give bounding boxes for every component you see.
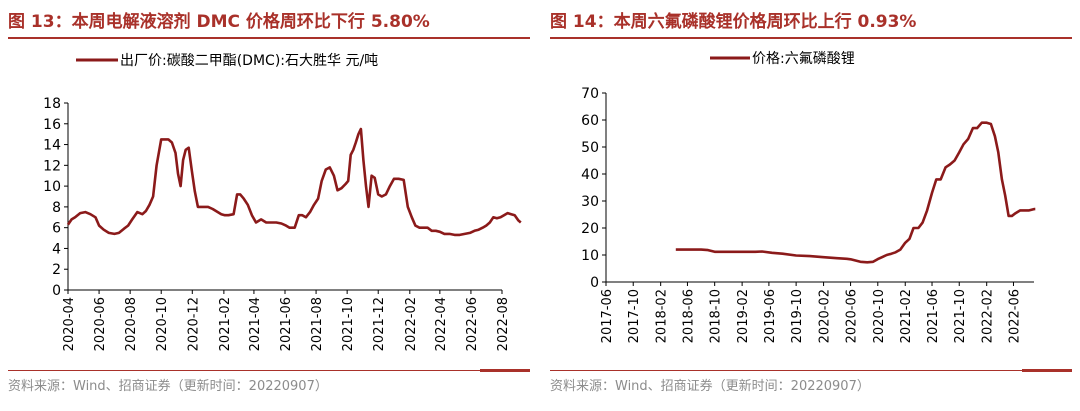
y-tick-label: 14	[43, 138, 61, 154]
panel-title: 图 14：本周六氟磷酸锂价格周环比上行 0.93%	[550, 12, 917, 32]
bottom-rule-accent	[1022, 369, 1072, 372]
x-tick-label: 2021-02	[218, 297, 233, 351]
source-note: 资料来源：Wind、招商证券（更新时间：20220907）	[8, 379, 328, 394]
x-tick-label: 2020-02	[818, 289, 833, 343]
dmc-price-chart: 出厂价:碳酸二甲酯(DMC):石大胜华 元/吨 0 2 4 6 8 10 12 14 16 18 20…	[43, 53, 522, 351]
x-tick-label: 2022-06	[465, 297, 480, 351]
y-tick-label: 60	[581, 113, 599, 129]
y-tick-label: 50	[581, 140, 599, 156]
source-note: 资料来源：Wind、招商证券（更新时间：20220907）	[550, 379, 870, 394]
lipf6-price-chart: 价格:六氟磷酸锂 0 10 20 30 40 50 60 70 2017-06 2017-10 201…	[581, 51, 1036, 343]
x-tick-label: 2020-04	[62, 297, 77, 351]
x-tick-label: 2020-06	[93, 297, 108, 351]
x-tick-label: 2021-10	[953, 289, 968, 343]
y-tick-label: 70	[581, 86, 599, 102]
y-tick-label: 10	[581, 248, 599, 264]
x-tick-label: 2021-06	[926, 289, 941, 343]
x-tick-label: 2021-06	[279, 297, 294, 351]
y-tick-label: 0	[52, 283, 61, 299]
x-tick-label: 2020-10	[872, 289, 887, 343]
bottom-rule	[550, 370, 1072, 371]
y-tick-label: 10	[43, 179, 61, 195]
x-tick-label: 2022-08	[496, 297, 511, 351]
x-tick-label: 2021-02	[899, 289, 914, 343]
x-tick-label: 2018-02	[655, 289, 670, 343]
x-tick-label: 2018-06	[681, 289, 696, 343]
bottom-rule	[8, 370, 530, 371]
x-tick-label: 2019-10	[790, 289, 805, 343]
x-tick-label: 2020-12	[186, 297, 201, 351]
series-line	[66, 127, 522, 237]
y-tick-label: 6	[52, 221, 61, 237]
y-tick-label: 2	[52, 262, 61, 278]
legend-label: 价格:六氟磷酸锂	[752, 51, 855, 67]
x-tick-label: 2021-12	[372, 297, 387, 351]
x-tick-label: 2019-02	[736, 289, 751, 343]
x-tick-label: 2022-02	[981, 289, 996, 343]
x-tick-label: 2019-06	[763, 289, 778, 343]
y-tick-label: 18	[43, 96, 61, 112]
panel-title: 图 13：本周电解液溶剂 DMC 价格周环比下行 5.80%	[8, 12, 430, 32]
panel-dmc: 图 13：本周电解液溶剂 DMC 价格周环比下行 5.80% 出厂价:碳酸二甲酯…	[8, 0, 530, 411]
x-tick-label: 2021-10	[341, 297, 356, 351]
x-tick-label: 2020-06	[845, 289, 860, 343]
x-tick-label: 2021-04	[248, 297, 263, 351]
y-tick-label: 30	[581, 194, 599, 210]
x-tick-label: 2017-06	[600, 289, 615, 343]
bottom-rule-accent	[480, 369, 530, 372]
y-tick-label: 20	[581, 221, 599, 237]
panel-lipf6: 图 14：本周六氟磷酸锂价格周环比上行 0.93% 价格:六氟磷酸锂 0 10 20 3…	[550, 0, 1072, 411]
series-line	[675, 121, 1036, 264]
x-tick-label: 2022-02	[404, 297, 419, 351]
y-tick-label: 0	[590, 275, 599, 291]
x-tick-label: 2022-04	[434, 297, 449, 351]
y-tick-label: 16	[43, 117, 61, 133]
x-tick-label: 2022-06	[1007, 289, 1022, 343]
legend-label: 出厂价:碳酸二甲酯(DMC):石大胜华 元/吨	[120, 53, 378, 69]
y-tick-label: 8	[52, 200, 61, 216]
y-tick-label: 40	[581, 167, 599, 183]
x-tick-label: 2018-10	[709, 289, 724, 343]
x-tick-label: 2020-08	[124, 297, 139, 351]
x-tick-label: 2020-10	[155, 297, 170, 351]
title-rule	[8, 37, 530, 39]
y-tick-label: 12	[43, 158, 61, 174]
y-tick-label: 4	[52, 241, 61, 257]
x-tick-label: 2021-08	[310, 297, 325, 351]
title-rule	[550, 37, 1072, 39]
x-tick-label: 2017-10	[627, 289, 642, 343]
